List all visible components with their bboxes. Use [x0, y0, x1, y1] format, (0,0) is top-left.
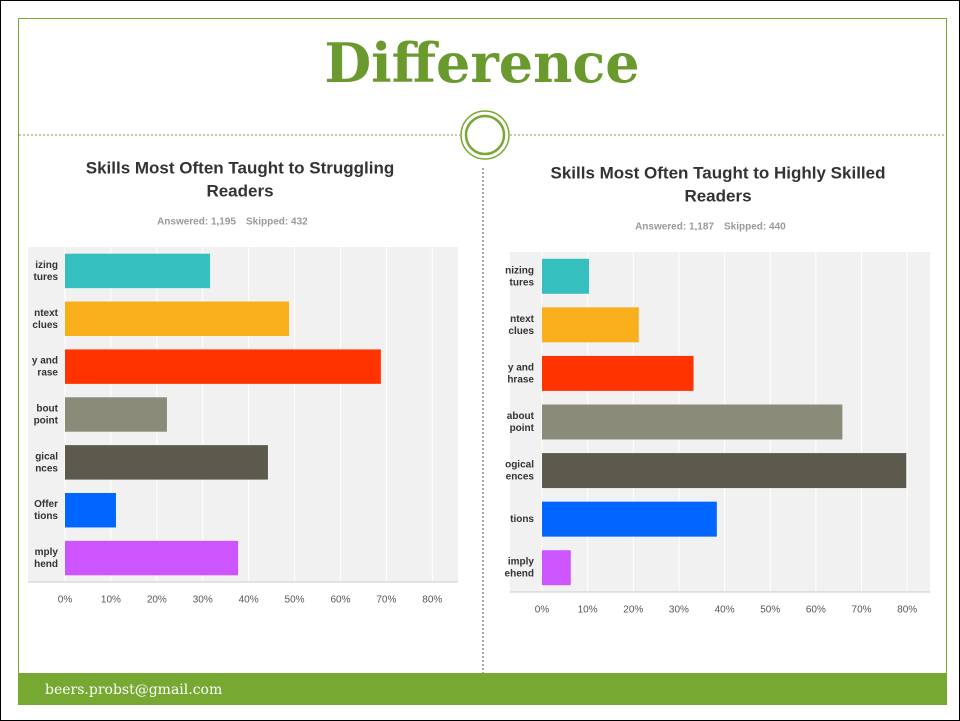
y-tick-label: ntext clues [32, 307, 58, 330]
x-tick-label: 0% [58, 595, 73, 606]
x-tick-label: 40% [239, 595, 259, 606]
bar [65, 492, 116, 528]
footer-bar [19, 673, 946, 704]
bar [542, 355, 694, 391]
answered-count: Answered: 1,195 [157, 217, 236, 228]
bar [542, 404, 843, 440]
y-tick-label: y and hrase [507, 362, 534, 385]
y-tick-label: about point [507, 411, 535, 434]
x-tick-label: 60% [330, 595, 350, 606]
bar [65, 349, 381, 384]
bar [542, 453, 907, 489]
x-tick-label: 20% [147, 595, 167, 606]
bar [542, 550, 571, 586]
bar [65, 540, 239, 576]
x-tick-label: 20% [623, 605, 643, 616]
ornament [464, 114, 506, 156]
slide-title: Difference [324, 31, 639, 95]
x-tick-label: 0% [535, 605, 550, 616]
y-tick-label: imply ehend [505, 556, 535, 579]
x-tick-label: 30% [669, 605, 689, 616]
x-tick-label: 50% [760, 605, 780, 616]
y-tick-label: mply hend [34, 547, 58, 570]
y-tick-label: izing tures [34, 260, 59, 283]
x-tick-label: 30% [193, 595, 213, 606]
footer-text: beers.probst@gmail.com [45, 682, 222, 698]
x-tick-label: 50% [285, 595, 305, 606]
x-tick-label: 70% [376, 595, 396, 606]
x-tick-label: 80% [422, 595, 442, 606]
bar [65, 445, 268, 480]
skipped-count: Skipped: 432 [246, 217, 308, 228]
bar [65, 253, 211, 289]
skipped-count: Skipped: 440 [724, 222, 786, 233]
bar [542, 501, 717, 537]
y-tick-label: ntext clues [508, 313, 534, 336]
x-tick-label: 70% [852, 605, 872, 616]
bar [542, 258, 590, 294]
y-tick-label: ogical ences [505, 459, 534, 482]
x-tick-label: 40% [715, 605, 735, 616]
y-tick-label: nizing tures [505, 265, 534, 288]
y-tick-label: bout point [34, 403, 59, 426]
bar [542, 307, 639, 343]
chart-title: Skills Most Often Taught to Highly Skill… [551, 164, 886, 206]
x-tick-label: 10% [578, 605, 598, 616]
y-tick-label: y and rase [32, 355, 59, 378]
bar [65, 397, 167, 432]
y-tick-label: gical nces [35, 451, 58, 474]
chart-title: Skills Most Often Taught to Struggling Re… [86, 159, 395, 201]
x-tick-label: 60% [806, 605, 826, 616]
bar [65, 301, 290, 337]
x-tick-label: 10% [101, 595, 121, 606]
y-tick-label: tions [510, 514, 534, 525]
answered-count: Answered: 1,187 [635, 222, 714, 233]
y-tick-label: Offer tions [34, 499, 58, 522]
x-tick-label: 80% [897, 605, 917, 616]
